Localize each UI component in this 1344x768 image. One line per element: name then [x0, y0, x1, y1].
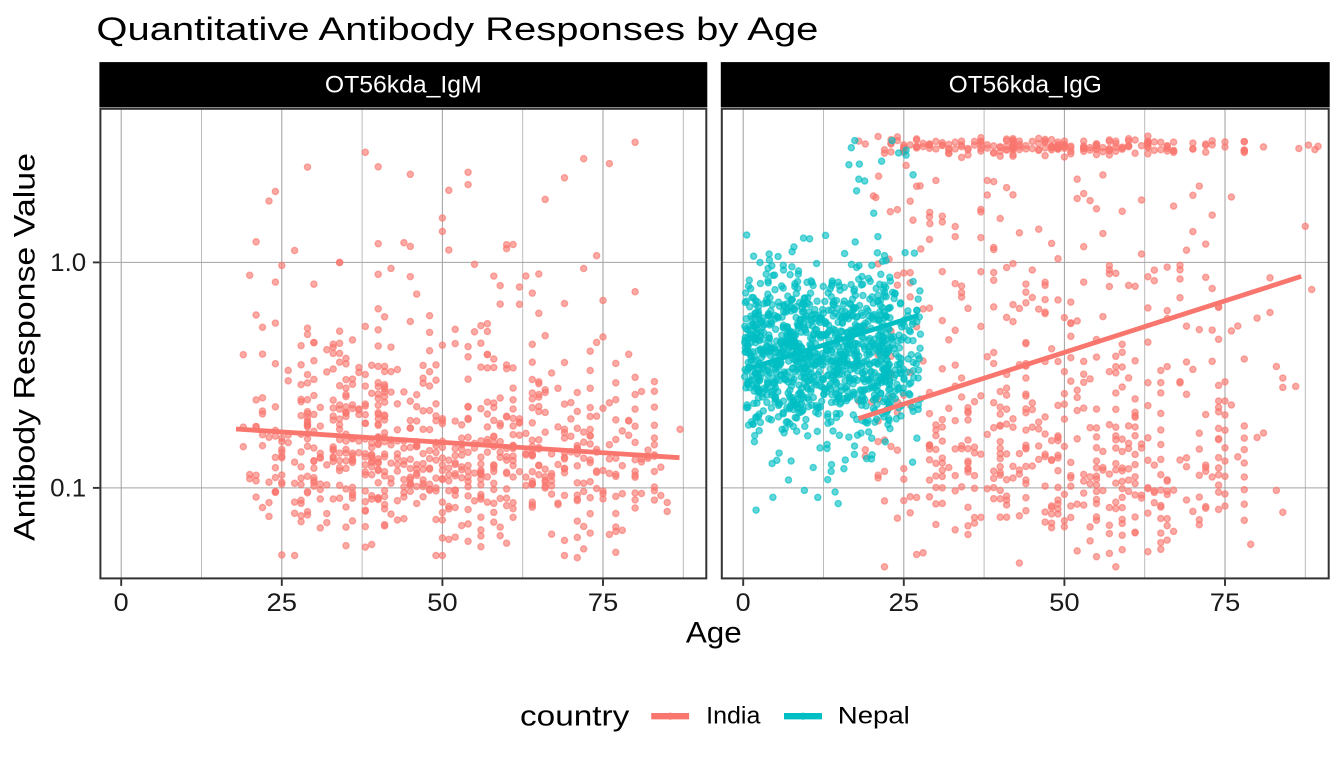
svg-text:Antibody Response Value: Antibody Response Value: [9, 153, 42, 541]
svg-text:1.0: 1.0: [50, 249, 86, 277]
svg-text:0.1: 0.1: [50, 474, 86, 502]
svg-text:0: 0: [736, 589, 751, 617]
svg-text:25: 25: [889, 589, 920, 617]
svg-text:75: 75: [588, 589, 619, 617]
svg-text:OT56kda_IgM: OT56kda_IgM: [325, 72, 482, 99]
svg-text:75: 75: [1210, 589, 1241, 617]
svg-text:country: country: [520, 700, 630, 732]
svg-text:Quantitative Antibody Response: Quantitative Antibody Responses by Age: [96, 11, 818, 47]
svg-text:50: 50: [1049, 589, 1080, 617]
svg-text:25: 25: [267, 589, 298, 617]
svg-text:Age: Age: [686, 617, 742, 650]
svg-text:India: India: [706, 703, 761, 730]
svg-text:50: 50: [427, 589, 458, 617]
svg-text:OT56kda_IgG: OT56kda_IgG: [949, 72, 1102, 99]
svg-text:0: 0: [114, 589, 129, 617]
svg-text:Nepal: Nepal: [838, 703, 910, 730]
